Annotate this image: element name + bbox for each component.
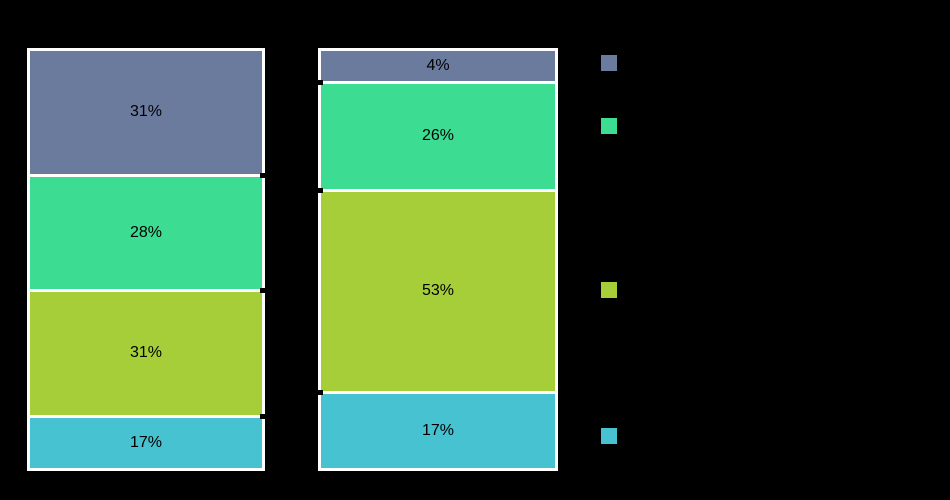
bar-segment: 28% [30, 172, 265, 289]
stacked-bar-column-2: 4% 26% 53% 17% [318, 48, 558, 471]
stacked-bar-column-1: 31% 28% 31% 17% [27, 48, 265, 471]
bar-segment: 53% [318, 188, 555, 391]
data-label: 17% [129, 433, 163, 451]
data-label: 4% [426, 56, 450, 74]
segment-boundary-tick [260, 172, 265, 178]
bar-segment: 4% [321, 51, 555, 81]
bar-segment: 17% [318, 389, 555, 468]
legend-swatch-3 [601, 282, 617, 298]
bar-segment: 31% [30, 287, 265, 415]
data-label: 26% [421, 127, 455, 145]
segment-boundary-tick [260, 287, 265, 293]
bar-segment: 31% [30, 51, 262, 174]
segment-boundary-tick [318, 188, 323, 194]
bar-segment: 26% [318, 79, 555, 190]
segment-boundary-tick [318, 389, 323, 395]
legend-swatch-2 [601, 118, 617, 134]
bar-segment: 17% [30, 413, 265, 468]
legend-swatch-4 [601, 428, 617, 444]
data-label: 31% [129, 103, 163, 121]
data-label: 53% [421, 282, 455, 300]
data-label: 28% [129, 223, 163, 241]
legend-swatch-1 [601, 55, 617, 71]
data-label: 31% [129, 344, 163, 362]
segment-boundary-tick [318, 79, 323, 85]
data-label: 17% [421, 421, 455, 439]
segment-boundary-tick [260, 413, 265, 419]
